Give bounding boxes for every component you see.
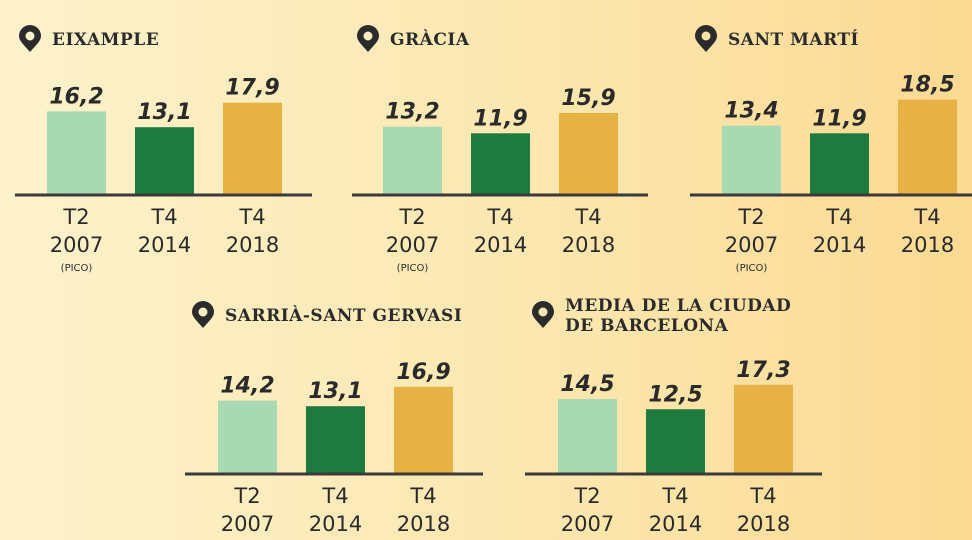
category-label: (PICO) — [61, 263, 93, 274]
chart-title: MEDIA DE LA CIUDAD DE BARCELONA — [565, 296, 792, 336]
value-label: 17,3 — [736, 358, 790, 383]
category-label: 2014 — [138, 233, 191, 257]
category-label: T2 — [398, 205, 425, 229]
bar — [810, 133, 869, 194]
value-label: 15,9 — [561, 86, 615, 111]
location-icon — [192, 301, 214, 328]
value-label: 13,1 — [308, 379, 362, 404]
category-label: 2014 — [474, 233, 527, 257]
chart-title: SANT MARTÍ — [728, 30, 860, 50]
bar — [135, 127, 194, 194]
location-icon — [357, 25, 379, 52]
bar — [898, 99, 957, 194]
category-label: 2007 — [725, 233, 778, 257]
category-label: T4 — [409, 484, 436, 508]
bar — [559, 112, 618, 194]
bar — [306, 406, 365, 473]
bar — [47, 111, 106, 194]
category-label: T4 — [486, 205, 513, 229]
category-label: 2007 — [561, 512, 614, 536]
category-label: 2014 — [309, 512, 362, 536]
category-label: 2018 — [397, 512, 450, 536]
category-label: T2 — [62, 205, 89, 229]
category-label: 2018 — [562, 233, 615, 257]
value-label: 14,2 — [220, 374, 274, 399]
category-label: T2 — [573, 484, 600, 508]
value-label: 13,4 — [724, 99, 778, 124]
value-label: 14,5 — [560, 372, 614, 397]
category-label: T4 — [913, 205, 940, 229]
category-label: 2014 — [813, 233, 866, 257]
value-label: 17,9 — [225, 76, 279, 101]
category-label: 2007 — [50, 233, 103, 257]
category-label: T4 — [825, 205, 852, 229]
category-label: 2007 — [386, 233, 439, 257]
bar — [394, 386, 453, 473]
value-label: 13,2 — [385, 100, 439, 125]
category-label: T2 — [233, 484, 260, 508]
category-label: (PICO) — [397, 263, 429, 274]
category-label: T2 — [737, 205, 764, 229]
bar — [646, 409, 705, 473]
bar — [223, 102, 282, 194]
value-label: 12,5 — [648, 382, 702, 407]
category-label: 2018 — [901, 233, 954, 257]
category-label: T4 — [321, 484, 348, 508]
chart-title: GRÀCIA — [390, 30, 470, 50]
bar — [558, 399, 617, 473]
chart-title: EIXAMPLE — [52, 30, 160, 50]
chart-title: SARRIÀ-SANT GERVASI — [225, 306, 463, 326]
category-label: 2007 — [221, 512, 274, 536]
category-label: 2018 — [737, 512, 790, 536]
bar — [734, 384, 793, 473]
category-label: 2018 — [226, 233, 279, 257]
category-label: 2014 — [649, 512, 702, 536]
location-icon — [532, 301, 554, 328]
value-label: 11,9 — [473, 106, 527, 131]
category-label: T4 — [661, 484, 688, 508]
bar — [218, 400, 277, 473]
bar — [722, 125, 781, 194]
location-icon — [19, 25, 41, 52]
category-label: T4 — [150, 205, 177, 229]
location-icon — [695, 25, 717, 52]
category-label: T4 — [574, 205, 601, 229]
bar — [383, 126, 442, 194]
value-label: 16,2 — [49, 84, 103, 109]
value-label: 13,1 — [137, 100, 191, 125]
value-label: 18,5 — [900, 73, 954, 98]
bar — [471, 133, 530, 194]
category-label: T4 — [238, 205, 265, 229]
category-label: (PICO) — [736, 263, 768, 274]
category-label: T4 — [749, 484, 776, 508]
value-label: 11,9 — [812, 106, 866, 131]
value-label: 16,9 — [396, 360, 450, 385]
